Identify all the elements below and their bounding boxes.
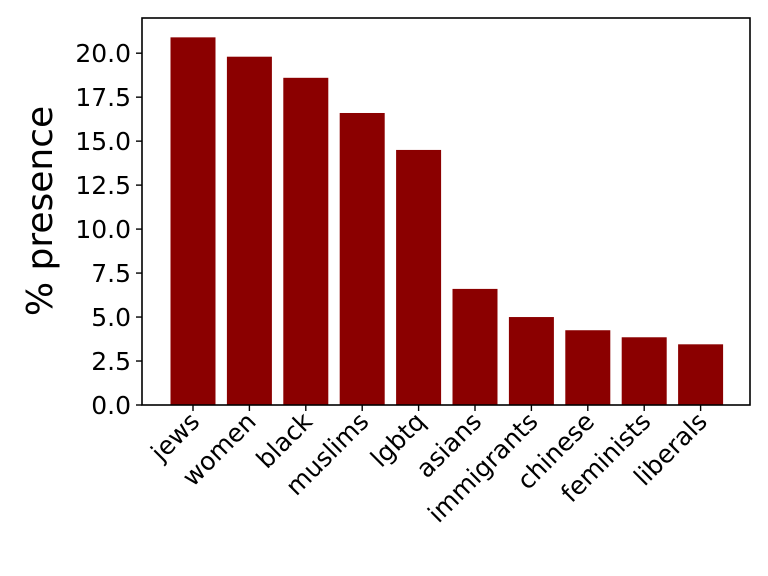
y-tick-label: 20.0 bbox=[75, 39, 131, 68]
bar-jews bbox=[170, 37, 216, 405]
bar-lgbtq bbox=[396, 149, 442, 405]
y-tick-label: 12.5 bbox=[75, 171, 131, 200]
bar-asians bbox=[452, 288, 498, 405]
y-tick-label: 2.5 bbox=[91, 347, 131, 376]
y-tick-label: 15.0 bbox=[75, 127, 131, 156]
bar-chinese bbox=[565, 330, 611, 405]
bar-muslims bbox=[339, 112, 385, 405]
y-tick-label: 5.0 bbox=[91, 303, 131, 332]
y-tick-label: 17.5 bbox=[75, 83, 131, 112]
plot-frame bbox=[141, 17, 751, 406]
y-tick-label: 7.5 bbox=[91, 259, 131, 288]
bar-feminists bbox=[621, 337, 667, 405]
bar-liberals bbox=[678, 344, 724, 405]
bar-women bbox=[226, 56, 272, 405]
y-tick-label: 10.0 bbox=[75, 215, 131, 244]
y-tick-label: 0.0 bbox=[91, 391, 131, 420]
bar-black bbox=[283, 77, 329, 406]
bar-immigrants bbox=[508, 317, 554, 405]
y-axis-label: % presence bbox=[20, 106, 61, 316]
